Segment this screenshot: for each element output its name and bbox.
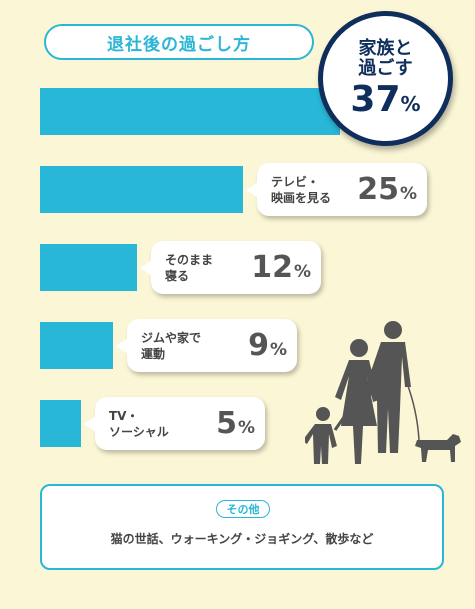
highlight-circle: 家族と 過ごす 37 % [318,11,453,146]
bar-value-unit-1: % [399,183,417,204]
highlight-unit: % [400,91,421,116]
bar-value-number-2: 12 [251,249,293,285]
bar-0 [40,88,340,135]
highlight-value: 37 [350,78,401,120]
bar-label-1: テレビ・ 映画を見る [271,174,332,205]
bar-label-bubble-3: ジムや家で 運動 9% [116,319,297,372]
bar-value-unit-3: % [269,339,287,360]
bar-value-4: 5% [216,405,255,441]
other-badge: その他 [216,500,270,518]
bar-value-number-4: 5 [216,405,237,441]
bar-3 [40,322,113,369]
bar-label-bubble-1: テレビ・ 映画を見る 25% [246,163,427,216]
bar-label-bubble-4: TV・ ソーシャル 5% [84,397,265,450]
highlight-value-group: 37 % [350,78,421,120]
other-text: 猫の世話、ウォーキング・ジョギング、散歩など [110,532,374,546]
bar-4 [40,400,81,447]
bar-value-3: 9% [248,327,287,363]
bar-value-1: 25% [357,171,417,207]
bar-value-unit-2: % [293,261,311,282]
page-title: 退社後の過ごし方 [44,24,314,60]
bar-label-3: ジムや家で 運動 [141,330,202,361]
bar-value-number-3: 9 [248,327,269,363]
bar-label-2: そのまま 寝る [165,252,214,283]
bar-value-2: 12% [251,249,311,285]
bar-label-4: TV・ ソーシャル [109,408,169,439]
bar-label-bubble-2: そのまま 寝る 12% [140,241,321,294]
bar-value-number-1: 25 [357,171,399,207]
family-walking-dog-icon [305,321,461,464]
bar-2 [40,244,137,291]
bar-value-unit-4: % [237,417,255,438]
other-box: その他 猫の世話、ウォーキング・ジョギング、散歩など [40,484,444,570]
bar-1 [40,166,243,213]
highlight-label: 家族と 過ごす [358,37,413,79]
